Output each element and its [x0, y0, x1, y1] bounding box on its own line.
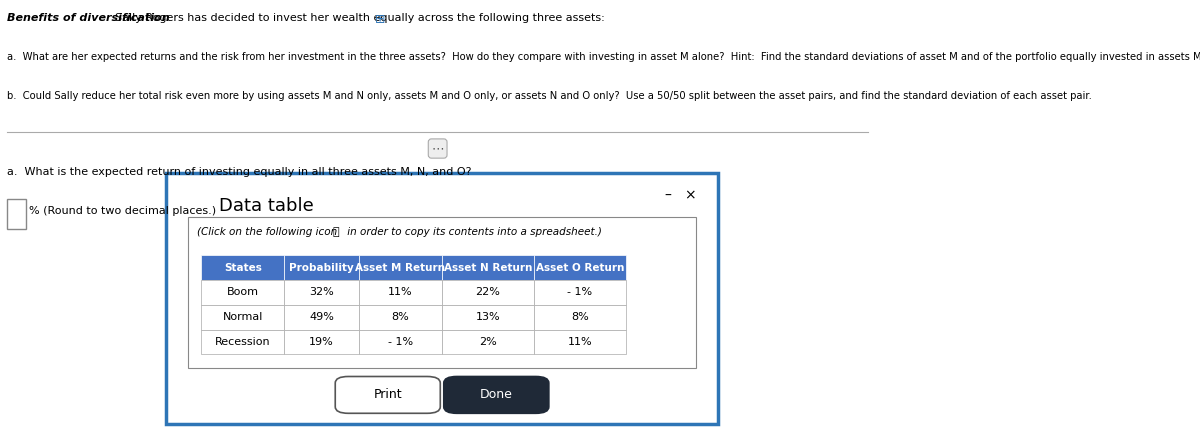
FancyBboxPatch shape [284, 280, 359, 305]
Text: 49%: 49% [310, 312, 334, 322]
Text: Asset O Return: Asset O Return [535, 263, 624, 273]
Text: States: States [224, 263, 262, 273]
Text: 8%: 8% [391, 312, 409, 322]
FancyBboxPatch shape [359, 330, 442, 354]
FancyBboxPatch shape [534, 280, 626, 305]
Text: Asset M Return: Asset M Return [355, 263, 445, 273]
Text: Sally Rogers has decided to invest her wealth equally across the following three: Sally Rogers has decided to invest her w… [108, 13, 605, 23]
FancyBboxPatch shape [359, 280, 442, 305]
FancyBboxPatch shape [442, 255, 534, 280]
Text: Benefits of diversification: Benefits of diversification [7, 13, 169, 23]
FancyBboxPatch shape [534, 305, 626, 330]
Text: ⋯: ⋯ [432, 142, 444, 155]
Text: Print: Print [373, 388, 402, 401]
Text: - 1%: - 1% [388, 337, 413, 347]
FancyBboxPatch shape [534, 330, 626, 354]
FancyBboxPatch shape [167, 173, 718, 424]
Text: 22%: 22% [475, 288, 500, 297]
FancyBboxPatch shape [284, 255, 359, 280]
FancyBboxPatch shape [202, 255, 284, 280]
Text: Data table: Data table [218, 197, 313, 215]
FancyBboxPatch shape [359, 305, 442, 330]
Text: 11%: 11% [388, 288, 413, 297]
Text: ⎘: ⎘ [332, 227, 340, 237]
FancyBboxPatch shape [202, 305, 284, 330]
Text: 19%: 19% [310, 337, 334, 347]
Text: Done: Done [480, 388, 512, 401]
Text: 8%: 8% [571, 312, 589, 322]
Text: - 1%: - 1% [568, 288, 593, 297]
Text: Recession: Recession [215, 337, 271, 347]
Text: Asset N Return: Asset N Return [444, 263, 532, 273]
Text: Probability: Probability [289, 263, 354, 273]
FancyBboxPatch shape [359, 255, 442, 280]
Text: Boom: Boom [227, 288, 259, 297]
Text: b.  Could Sally reduce her total risk even more by using assets M and N only, as: b. Could Sally reduce her total risk eve… [7, 91, 1092, 101]
FancyBboxPatch shape [442, 330, 534, 354]
Text: ⊞: ⊞ [374, 13, 385, 26]
Text: Normal: Normal [223, 312, 263, 322]
FancyBboxPatch shape [202, 280, 284, 305]
Text: a.  What are her expected returns and the risk from her investment in the three : a. What are her expected returns and the… [7, 52, 1200, 62]
Text: 11%: 11% [568, 337, 593, 347]
Text: 32%: 32% [310, 288, 334, 297]
Text: in order to copy its contents into a spreadsheet.): in order to copy its contents into a spr… [344, 227, 602, 237]
FancyBboxPatch shape [444, 376, 548, 413]
Text: a.  What is the expected return of investing equally in all three assets M, N, a: a. What is the expected return of invest… [7, 167, 472, 177]
Text: –   ×: – × [665, 188, 697, 202]
Text: 13%: 13% [475, 312, 500, 322]
FancyBboxPatch shape [442, 305, 534, 330]
Text: (Click on the following icon: (Click on the following icon [197, 227, 337, 237]
FancyBboxPatch shape [335, 376, 440, 413]
FancyBboxPatch shape [534, 255, 626, 280]
FancyBboxPatch shape [188, 216, 696, 368]
FancyBboxPatch shape [284, 330, 359, 354]
FancyBboxPatch shape [442, 280, 534, 305]
FancyBboxPatch shape [202, 330, 284, 354]
Text: % (Round to two decimal places.): % (Round to two decimal places.) [29, 206, 216, 216]
FancyBboxPatch shape [7, 199, 26, 229]
FancyBboxPatch shape [284, 305, 359, 330]
Text: 2%: 2% [479, 337, 497, 347]
